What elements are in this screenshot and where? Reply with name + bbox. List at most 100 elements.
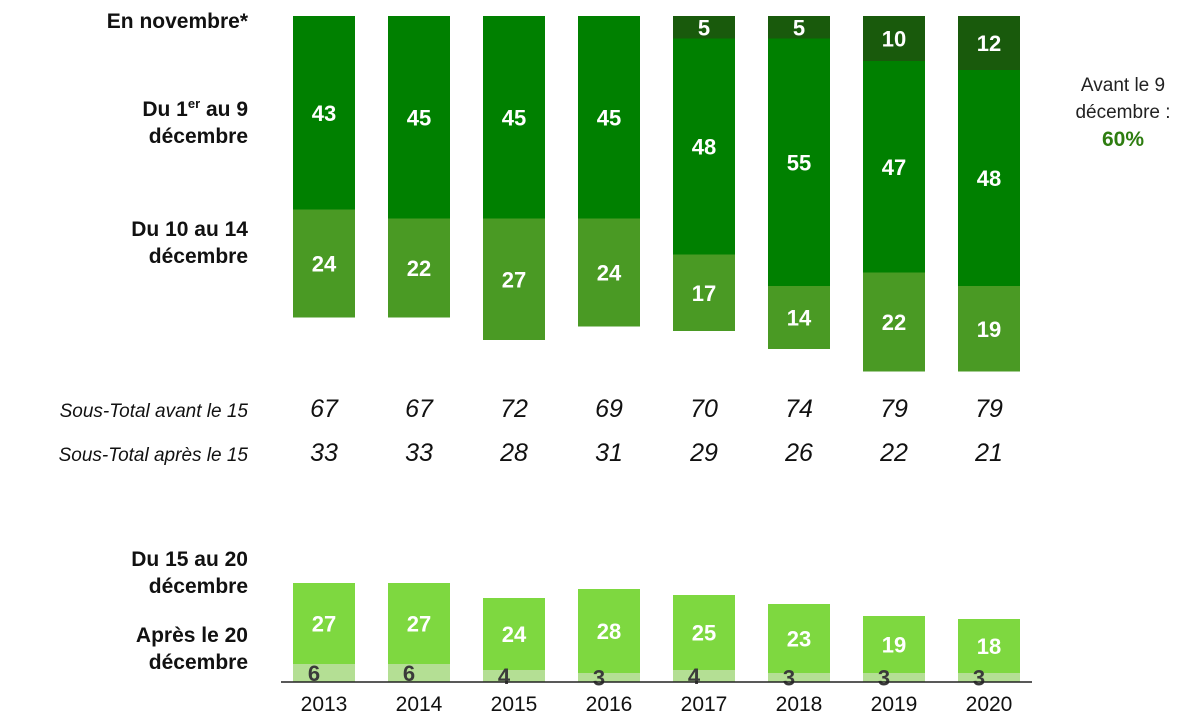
annotation-line2: décembre : [1075,102,1171,123]
bar-10-14-dec-2018 [768,286,830,349]
value-label-1-9-dec-2015: 45 [502,105,526,130]
value-label-1-9-dec-2017: 48 [692,135,716,160]
value-label-1-9-dec-2019: 47 [882,155,906,180]
row-label-1-9-pre: Du 1 [142,98,188,121]
value-label-15-20-dec-2019: 19 [882,633,906,658]
bar-november-2017 [673,16,735,39]
bar-15-20-dec-2014 [388,583,450,664]
value-label-1-9-dec-2016: 45 [597,105,621,130]
value-label-after-20-dec-2015: 4 [498,664,511,689]
subtotal-before-2019: 79 [880,395,908,423]
value-label-after-20-dec-2020: 3 [973,666,985,691]
subtotal-before-label: Sous-Total avant le 15 [59,401,248,422]
bar-1-9-dec-2016 [578,16,640,219]
annotation-line1: Avant le 9 [1080,75,1166,96]
value-label-10-14-dec-2019: 22 [882,310,906,335]
value-label-15-20-dec-2013: 27 [312,612,336,637]
bottom-stacked-chart [293,583,1020,682]
x-tick-label-2020: 2020 [966,693,1013,716]
value-label-10-14-dec-2018: 14 [787,306,812,331]
bar-10-14-dec-2014 [388,218,450,318]
bar-1-9-dec-2017 [673,38,735,255]
bar-15-20-dec-2013 [293,583,355,664]
bar-after-20-dec-2015 [483,670,545,682]
subtotal-after-2016: 31 [595,439,623,467]
bar-after-20-dec-2013 [293,664,355,682]
bar-november-2018 [768,16,830,39]
value-label-15-20-dec-2017: 25 [692,621,716,646]
bar-1-9-dec-2013 [293,16,355,210]
row-label-10-14-dec: Du 10 au 14 décembre [131,216,248,270]
row-label-after-20-line1: Après le 20 [135,624,248,647]
row-label-1-9-post: au 9 [200,98,248,121]
annotation-before-9-dec: Avant le 9 décembre : 60% [1058,72,1188,153]
bar-1-9-dec-2014 [388,16,450,219]
top-stacked-chart [293,16,1020,372]
value-label-1-9-dec-2020: 48 [977,166,1001,191]
bar-10-14-dec-2016 [578,218,640,327]
bar-15-20-dec-2020 [958,619,1020,673]
x-tick-label-2016: 2016 [586,693,633,716]
value-label-after-20-dec-2013: 6 [308,661,320,686]
subtotal-after-2013: 33 [310,439,338,467]
x-tick-label-2017: 2017 [681,693,728,716]
subtotal-before-2014: 67 [405,395,434,423]
bar-10-14-dec-2017 [673,254,735,331]
bar-1-9-dec-2020 [958,70,1020,286]
row-label-15-20-dec: Du 15 au 20 décembre [131,546,248,600]
x-axis-ticks: 2013 2014 2015 2016 2017 2018 2019 2020 [301,693,1013,716]
value-label-15-20-dec-2014: 27 [407,612,431,637]
value-label-november-2019: 10 [882,27,906,52]
bar-after-20-dec-2019 [863,673,925,682]
bar-10-14-dec-2015 [483,218,545,340]
value-label-1-9-dec-2014: 45 [407,105,431,130]
bar-1-9-dec-2018 [768,38,830,286]
bar-15-20-dec-2017 [673,595,735,670]
value-label-10-14-dec-2017: 17 [692,281,716,306]
x-tick-label-2015: 2015 [491,693,538,716]
value-label-1-9-dec-2013: 43 [312,101,336,126]
bar-15-20-dec-2018 [768,604,830,673]
row-label-after-20-line2: décembre [148,651,248,674]
bottom-value-labels: 27 6 27 6 24 4 28 3 25 4 23 3 19 3 18 3 [308,612,1001,691]
bar-november-2020 [958,16,1020,70]
subtotal-after-2020: 21 [974,439,1003,467]
bar-10-14-dec-2019 [863,272,925,372]
subtotal-after-2019: 22 [879,439,908,467]
value-label-15-20-dec-2020: 18 [977,634,1001,659]
subtotal-after-2018: 26 [784,439,813,467]
bar-november-2019 [863,16,925,61]
subtotal-before-2013: 67 [310,395,339,423]
value-label-november-2020: 12 [977,31,1001,56]
row-label-november: En novembre* [107,8,248,35]
bar-10-14-dec-2013 [293,209,355,318]
bar-15-20-dec-2015 [483,598,545,670]
bar-after-20-dec-2016 [578,673,640,682]
subtotal-after-2014: 33 [405,439,433,467]
subtotal-before-2017: 70 [690,395,718,423]
value-label-november-2017: 5 [698,15,710,40]
value-label-15-20-dec-2015: 24 [502,622,527,647]
subtotal-after-2015: 28 [499,439,528,467]
bar-1-9-dec-2019 [863,61,925,273]
value-label-10-14-dec-2016: 24 [597,261,622,286]
bar-15-20-dec-2016 [578,589,640,673]
value-label-after-20-dec-2018: 3 [783,666,795,691]
subtotal-before-2015: 72 [500,395,528,423]
subtotal-after-label: Sous-Total après le 15 [58,445,248,466]
value-label-15-20-dec-2016: 28 [597,619,621,644]
bar-after-20-dec-2018 [768,673,830,682]
subtotal-rows: 67 67 72 69 70 74 79 79 33 33 28 31 29 26 22 21 [310,395,1003,467]
bar-15-20-dec-2019 [863,616,925,673]
value-label-1-9-dec-2018: 55 [787,150,811,175]
bar-after-20-dec-2014 [388,664,450,682]
value-label-10-14-dec-2020: 19 [977,317,1001,342]
value-label-after-20-dec-2019: 3 [878,666,890,691]
value-label-after-20-dec-2014: 6 [403,661,415,686]
row-label-1-9-sup: er [187,96,201,111]
subtotal-after-2017: 29 [689,439,718,467]
row-label-10-14-line1: Du 10 au 14 [131,218,248,241]
value-label-after-20-dec-2016: 3 [593,666,605,691]
